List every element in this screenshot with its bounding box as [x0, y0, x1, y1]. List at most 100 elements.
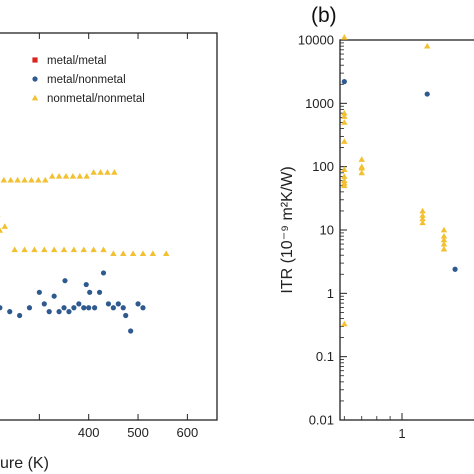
y-tick-label: 1	[327, 286, 334, 301]
point-circle	[0, 305, 3, 311]
point-triangle	[341, 182, 348, 189]
point-triangle	[149, 250, 157, 256]
point-triangle	[341, 119, 348, 125]
point-triangle	[14, 176, 21, 183]
point-triangle	[110, 250, 117, 256]
point-triangle	[341, 34, 348, 40]
point-triangle	[341, 173, 348, 179]
point-triangle	[423, 42, 431, 49]
point-circle	[61, 305, 67, 311]
point-triangle	[111, 169, 118, 175]
point-triangle	[419, 219, 426, 226]
point-circle	[123, 312, 129, 319]
y-tick-label: 0.01	[309, 413, 334, 428]
point-circle	[128, 328, 134, 334]
point-circle	[120, 305, 126, 311]
x-tick-label: 500	[127, 425, 149, 440]
y-axis-label: ITR (10⁻⁹ m²K/W)	[279, 166, 296, 293]
point-triangle	[48, 172, 56, 179]
point-triangle	[0, 176, 8, 183]
point-circle	[110, 305, 116, 311]
point-circle	[341, 79, 347, 85]
point-triangle	[28, 176, 35, 183]
point-triangle	[60, 246, 68, 253]
point-triangle	[70, 246, 78, 253]
point-triangle	[31, 246, 38, 253]
legend-marker	[32, 57, 38, 63]
legend-marker	[31, 94, 39, 101]
point-circle	[135, 301, 141, 307]
point-triangle	[35, 176, 42, 183]
x-tick-label: 400	[78, 425, 100, 440]
point-triangle	[341, 166, 348, 172]
point-triangle	[341, 109, 348, 116]
legend-label: nonmetal/nonmetal	[47, 93, 145, 105]
legend-label: metal/nonmetal	[47, 74, 126, 86]
point-circle	[140, 305, 146, 311]
point-triangle	[83, 172, 90, 179]
point-triangle	[0, 216, 1, 218]
point-triangle	[21, 246, 28, 253]
point-triangle	[11, 246, 18, 253]
point-circle	[86, 305, 92, 311]
point-triangle	[440, 236, 448, 243]
data-points	[341, 34, 458, 327]
point-circle	[96, 289, 103, 295]
point-circle	[105, 301, 112, 307]
point-triangle	[440, 240, 448, 247]
y-tick-label: 1000	[305, 96, 334, 111]
point-triangle	[97, 169, 104, 175]
point-triangle	[69, 172, 77, 179]
point-circle	[62, 278, 68, 284]
x-axis-label: ure (K)	[0, 455, 49, 472]
point-circle	[46, 309, 52, 315]
point-triangle	[162, 250, 170, 256]
x-tick-label: 600	[177, 425, 199, 440]
point-circle	[76, 301, 82, 307]
point-circle	[92, 305, 98, 311]
point-triangle	[0, 227, 4, 233]
point-triangle	[42, 176, 49, 183]
point-triangle	[80, 246, 87, 253]
point-triangle	[341, 138, 348, 144]
point-circle	[100, 270, 107, 276]
point-triangle	[419, 215, 426, 222]
point-triangle	[419, 207, 426, 214]
point-circle	[71, 305, 77, 311]
point-circle	[83, 281, 89, 288]
point-triangle	[341, 320, 348, 327]
point-circle	[87, 289, 93, 295]
point-triangle	[129, 250, 137, 256]
point-triangle	[50, 246, 58, 253]
point-triangle	[419, 212, 426, 218]
point-circle	[51, 293, 57, 299]
point-triangle	[341, 113, 348, 119]
panel-label: (b)	[311, 4, 337, 27]
plot-frame	[0, 32, 218, 421]
point-triangle	[139, 250, 147, 256]
legend-label: metal/metal	[47, 55, 106, 67]
y-tick-label: 100	[312, 159, 334, 174]
point-triangle	[90, 246, 97, 253]
point-triangle	[21, 176, 28, 183]
point-triangle	[90, 169, 97, 175]
point-circle	[424, 91, 430, 97]
point-circle	[81, 305, 87, 311]
y-tick-label: 0.1	[316, 349, 334, 364]
point-triangle	[358, 156, 365, 162]
point-circle	[7, 309, 13, 315]
point-circle	[17, 312, 23, 319]
point-circle	[452, 266, 458, 272]
point-triangle	[440, 245, 448, 252]
point-circle	[56, 309, 62, 315]
point-circle	[66, 309, 72, 315]
point-triangle	[104, 169, 111, 175]
point-triangle	[440, 232, 448, 239]
point-triangle	[62, 172, 70, 179]
point-triangle	[7, 176, 14, 183]
point-triangle	[76, 172, 84, 179]
panel-b: 10000 1000 100 10 1 0.1 0.01 1 ITR (10⁻⁹ m²K/W) (…	[279, 4, 474, 441]
point-triangle	[358, 169, 365, 176]
y-tick-label: 10	[320, 223, 334, 238]
